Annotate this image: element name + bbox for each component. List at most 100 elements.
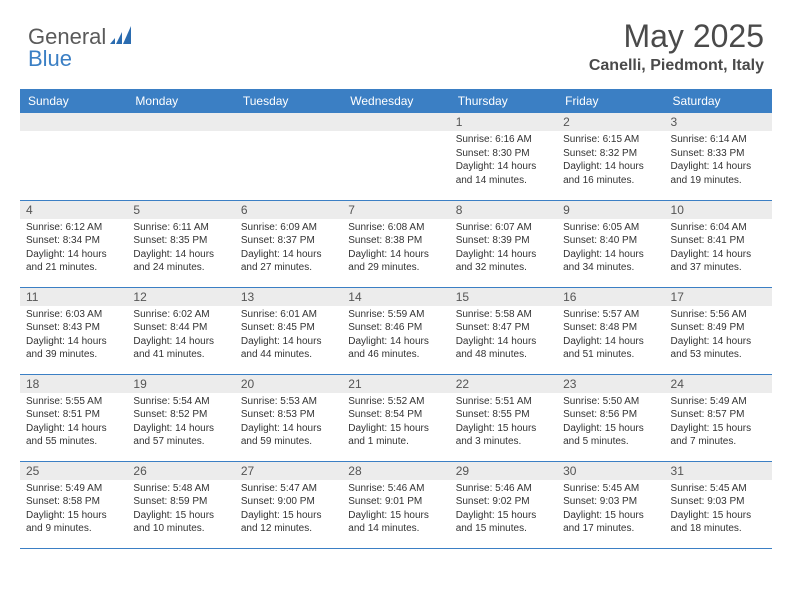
weekday-header: Friday xyxy=(557,89,664,113)
day-number: 12 xyxy=(127,288,234,306)
daylight-text-2: and 44 minutes. xyxy=(241,348,336,362)
day-details: Sunrise: 5:45 AMSunset: 9:03 PMDaylight:… xyxy=(557,480,664,540)
daylight-text-2: and 32 minutes. xyxy=(456,261,551,275)
sunset-text: Sunset: 8:58 PM xyxy=(26,495,121,509)
sunrise-text: Sunrise: 5:53 AM xyxy=(241,395,336,409)
daylight-text-2: and 19 minutes. xyxy=(671,174,766,188)
calendar-week-row: 4Sunrise: 6:12 AMSunset: 8:34 PMDaylight… xyxy=(20,200,772,287)
calendar-day-cell xyxy=(20,113,127,200)
sunrise-text: Sunrise: 5:56 AM xyxy=(671,308,766,322)
daylight-text-1: Daylight: 14 hours xyxy=(456,335,551,349)
sunrise-text: Sunrise: 6:09 AM xyxy=(241,221,336,235)
day-number: 28 xyxy=(342,462,449,480)
weekday-header: Tuesday xyxy=(235,89,342,113)
day-number: 18 xyxy=(20,375,127,393)
day-details: Sunrise: 5:50 AMSunset: 8:56 PMDaylight:… xyxy=(557,393,664,453)
sunset-text: Sunset: 8:39 PM xyxy=(456,234,551,248)
sunrise-text: Sunrise: 6:04 AM xyxy=(671,221,766,235)
calendar-day-cell: 24Sunrise: 5:49 AMSunset: 8:57 PMDayligh… xyxy=(665,374,772,461)
day-details: Sunrise: 5:53 AMSunset: 8:53 PMDaylight:… xyxy=(235,393,342,453)
calendar-day-cell: 31Sunrise: 5:45 AMSunset: 9:03 PMDayligh… xyxy=(665,461,772,548)
calendar-day-cell: 8Sunrise: 6:07 AMSunset: 8:39 PMDaylight… xyxy=(450,200,557,287)
calendar-day-cell: 1Sunrise: 6:16 AMSunset: 8:30 PMDaylight… xyxy=(450,113,557,200)
sunset-text: Sunset: 8:32 PM xyxy=(563,147,658,161)
sunrise-text: Sunrise: 6:15 AM xyxy=(563,133,658,147)
sunset-text: Sunset: 8:51 PM xyxy=(26,408,121,422)
sunrise-text: Sunrise: 5:54 AM xyxy=(133,395,228,409)
daylight-text-2: and 1 minute. xyxy=(348,435,443,449)
day-number: 11 xyxy=(20,288,127,306)
day-number: 31 xyxy=(665,462,772,480)
daylight-text-1: Daylight: 14 hours xyxy=(26,248,121,262)
sunrise-text: Sunrise: 6:08 AM xyxy=(348,221,443,235)
daylight-text-2: and 16 minutes. xyxy=(563,174,658,188)
calendar-day-cell: 27Sunrise: 5:47 AMSunset: 9:00 PMDayligh… xyxy=(235,461,342,548)
sunset-text: Sunset: 8:54 PM xyxy=(348,408,443,422)
daylight-text-2: and 27 minutes. xyxy=(241,261,336,275)
daylight-text-2: and 39 minutes. xyxy=(26,348,121,362)
daylight-text-2: and 46 minutes. xyxy=(348,348,443,362)
sunset-text: Sunset: 8:44 PM xyxy=(133,321,228,335)
daylight-text-1: Daylight: 15 hours xyxy=(133,509,228,523)
daylight-text-2: and 18 minutes. xyxy=(671,522,766,536)
sunrise-text: Sunrise: 6:14 AM xyxy=(671,133,766,147)
day-details: Sunrise: 5:49 AMSunset: 8:57 PMDaylight:… xyxy=(665,393,772,453)
day-number: 9 xyxy=(557,201,664,219)
daylight-text-1: Daylight: 15 hours xyxy=(348,509,443,523)
calendar-day-cell: 2Sunrise: 6:15 AMSunset: 8:32 PMDaylight… xyxy=(557,113,664,200)
day-details: Sunrise: 6:08 AMSunset: 8:38 PMDaylight:… xyxy=(342,219,449,279)
daylight-text-2: and 10 minutes. xyxy=(133,522,228,536)
sunset-text: Sunset: 8:59 PM xyxy=(133,495,228,509)
month-title: May 2025 xyxy=(589,18,764,55)
calendar-day-cell: 23Sunrise: 5:50 AMSunset: 8:56 PMDayligh… xyxy=(557,374,664,461)
daylight-text-2: and 53 minutes. xyxy=(671,348,766,362)
day-number-bar xyxy=(342,113,449,131)
day-details: Sunrise: 5:54 AMSunset: 8:52 PMDaylight:… xyxy=(127,393,234,453)
bars-icon xyxy=(110,26,132,49)
daylight-text-1: Daylight: 14 hours xyxy=(563,248,658,262)
calendar-day-cell: 19Sunrise: 5:54 AMSunset: 8:52 PMDayligh… xyxy=(127,374,234,461)
day-details: Sunrise: 6:05 AMSunset: 8:40 PMDaylight:… xyxy=(557,219,664,279)
sunset-text: Sunset: 8:48 PM xyxy=(563,321,658,335)
day-details: Sunrise: 6:15 AMSunset: 8:32 PMDaylight:… xyxy=(557,131,664,191)
calendar-week-row: 25Sunrise: 5:49 AMSunset: 8:58 PMDayligh… xyxy=(20,461,772,548)
day-details: Sunrise: 5:49 AMSunset: 8:58 PMDaylight:… xyxy=(20,480,127,540)
daylight-text-1: Daylight: 14 hours xyxy=(26,335,121,349)
sunset-text: Sunset: 8:46 PM xyxy=(348,321,443,335)
daylight-text-2: and 5 minutes. xyxy=(563,435,658,449)
weekday-header: Sunday xyxy=(20,89,127,113)
day-number: 10 xyxy=(665,201,772,219)
daylight-text-2: and 34 minutes. xyxy=(563,261,658,275)
sunrise-text: Sunrise: 5:48 AM xyxy=(133,482,228,496)
daylight-text-1: Daylight: 14 hours xyxy=(456,248,551,262)
sunset-text: Sunset: 8:34 PM xyxy=(26,234,121,248)
day-number: 1 xyxy=(450,113,557,131)
sunrise-text: Sunrise: 5:46 AM xyxy=(348,482,443,496)
daylight-text-1: Daylight: 14 hours xyxy=(241,335,336,349)
daylight-text-2: and 37 minutes. xyxy=(671,261,766,275)
daylight-text-1: Daylight: 15 hours xyxy=(671,422,766,436)
calendar-day-cell: 25Sunrise: 5:49 AMSunset: 8:58 PMDayligh… xyxy=(20,461,127,548)
daylight-text-1: Daylight: 15 hours xyxy=(348,422,443,436)
sunset-text: Sunset: 8:47 PM xyxy=(456,321,551,335)
calendar-day-cell: 9Sunrise: 6:05 AMSunset: 8:40 PMDaylight… xyxy=(557,200,664,287)
day-details: Sunrise: 6:03 AMSunset: 8:43 PMDaylight:… xyxy=(20,306,127,366)
day-number: 30 xyxy=(557,462,664,480)
sunset-text: Sunset: 9:02 PM xyxy=(456,495,551,509)
weekday-header: Thursday xyxy=(450,89,557,113)
day-details: Sunrise: 5:56 AMSunset: 8:49 PMDaylight:… xyxy=(665,306,772,366)
sunrise-text: Sunrise: 5:55 AM xyxy=(26,395,121,409)
daylight-text-1: Daylight: 14 hours xyxy=(671,248,766,262)
daylight-text-2: and 17 minutes. xyxy=(563,522,658,536)
day-details: Sunrise: 5:46 AMSunset: 9:01 PMDaylight:… xyxy=(342,480,449,540)
calendar-day-cell: 4Sunrise: 6:12 AMSunset: 8:34 PMDaylight… xyxy=(20,200,127,287)
sunrise-text: Sunrise: 6:05 AM xyxy=(563,221,658,235)
day-details: Sunrise: 6:01 AMSunset: 8:45 PMDaylight:… xyxy=(235,306,342,366)
calendar-day-cell: 3Sunrise: 6:14 AMSunset: 8:33 PMDaylight… xyxy=(665,113,772,200)
calendar-day-cell: 6Sunrise: 6:09 AMSunset: 8:37 PMDaylight… xyxy=(235,200,342,287)
daylight-text-1: Daylight: 15 hours xyxy=(671,509,766,523)
day-number: 4 xyxy=(20,201,127,219)
calendar-day-cell: 12Sunrise: 6:02 AMSunset: 8:44 PMDayligh… xyxy=(127,287,234,374)
sunrise-text: Sunrise: 5:50 AM xyxy=(563,395,658,409)
day-details: Sunrise: 6:12 AMSunset: 8:34 PMDaylight:… xyxy=(20,219,127,279)
